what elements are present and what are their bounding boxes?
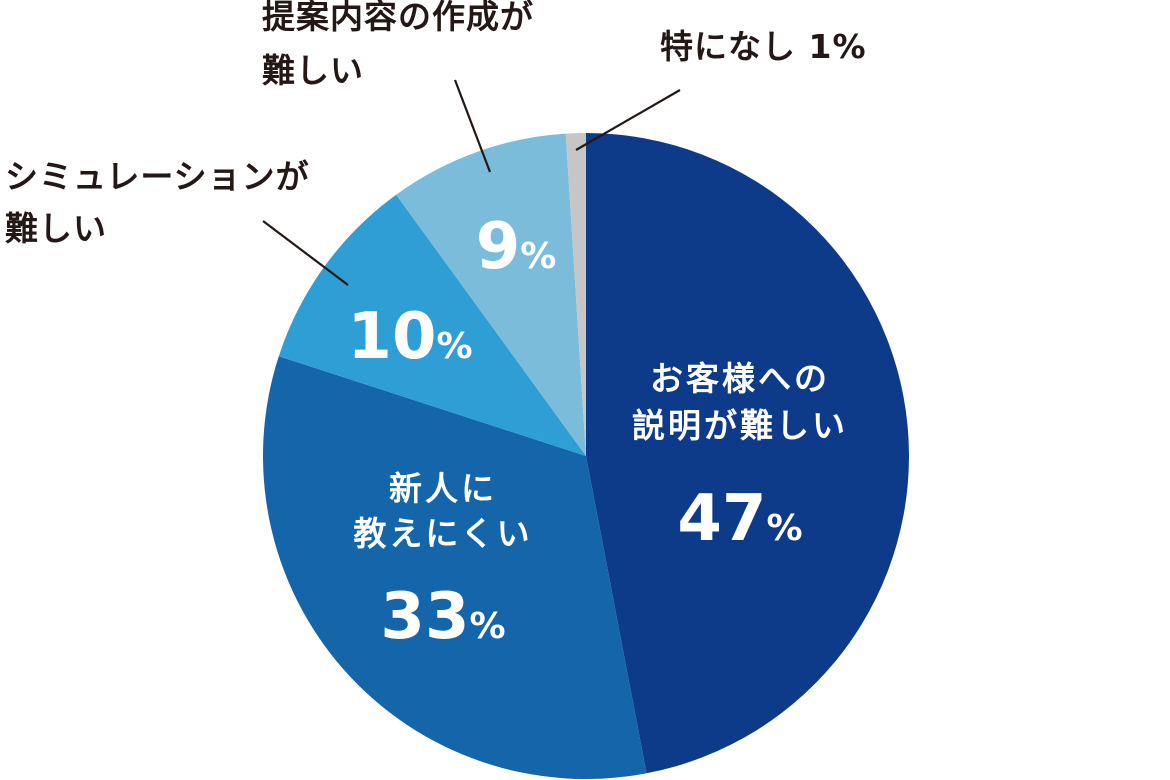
slice-none [565, 133, 586, 456]
pie-labels: お客様への説明が難しい47%新人に教えにくい33%シミュレーションが難しい10%… [5, 0, 867, 654]
slice-explain-to-customers-percent-value: 47 [677, 482, 766, 556]
slice-hard-to-teach-newcomers-percent-label: 33% [380, 580, 505, 654]
pie-slices [263, 133, 910, 780]
slice-simulation-difficult-percent-sign: % [436, 326, 472, 367]
slice-proposal-creation-difficult-percent-sign: % [520, 236, 556, 277]
slice-none-leader-line [575, 89, 681, 151]
slice-simulation-difficult-percent-value: 10 [347, 300, 436, 374]
slice-proposal-creation-difficult-label-line-1: 提案内容の作成が [262, 0, 534, 36]
slice-explain-to-customers [586, 133, 910, 774]
slice-hard-to-teach-newcomers [263, 356, 647, 780]
slice-proposal-creation-difficult [396, 133, 586, 456]
slice-simulation-difficult-percent-label: 10% [347, 300, 472, 374]
slice-explain-to-customers-percent-label: 47% [677, 482, 802, 556]
slice-hard-to-teach-newcomers-label-line-1: 新人に [389, 469, 497, 508]
slice-proposal-creation-difficult-leader-line [453, 79, 492, 173]
slice-explain-to-customers-percent-sign: % [766, 508, 802, 549]
slice-simulation-difficult [278, 194, 586, 456]
slice-proposal-creation-difficult-percent-label: 9% [476, 210, 557, 284]
slice-explain-to-customers-label-line-1: お客様への [650, 359, 830, 398]
slice-simulation-difficult-label-line-2: 難しい [5, 209, 107, 248]
slice-none-label-line-1: 特になし 1% [660, 27, 867, 66]
slice-proposal-creation-difficult-label-line-2: 難しい [262, 51, 364, 90]
slice-hard-to-teach-newcomers-percent-sign: % [469, 606, 505, 647]
slice-simulation-difficult-leader-line [262, 220, 349, 286]
slice-hard-to-teach-newcomers-label-line-2: 教えにくい [353, 514, 532, 553]
slice-simulation-difficult-label-line-1: シミュレーションが [5, 157, 310, 196]
slice-explain-to-customers-label-line-2: 説明が難しい [632, 406, 848, 445]
slice-proposal-creation-difficult-percent-value: 9 [476, 210, 521, 284]
slice-hard-to-teach-newcomers-percent-value: 33 [380, 580, 469, 654]
